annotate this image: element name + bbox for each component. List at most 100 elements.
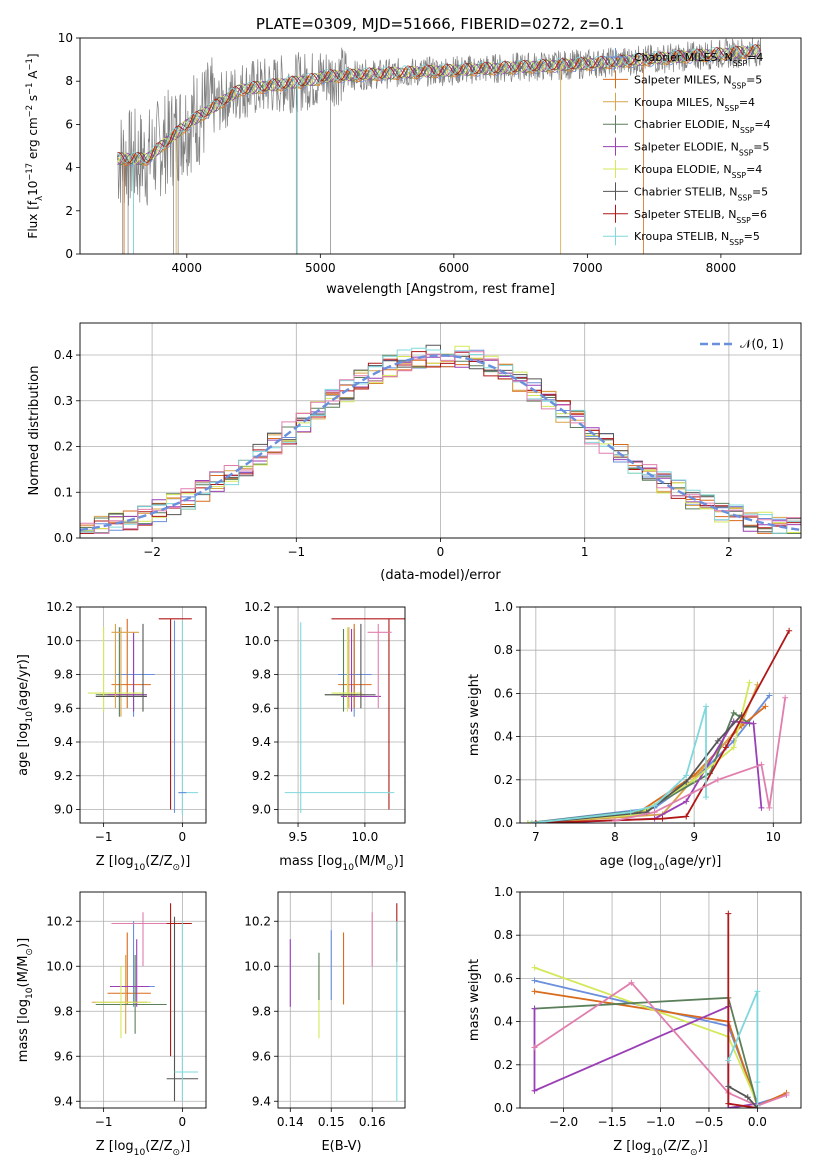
- legend-entry-part: =5: [746, 73, 762, 86]
- y-axis-label-part: )]: [16, 938, 31, 948]
- weight-marker: [683, 813, 690, 820]
- y-axis-label-part: A: [26, 70, 40, 83]
- legend-entry-part: =5: [752, 185, 768, 198]
- y-tick-label: 9.2: [252, 769, 271, 783]
- legend-entry: Kroupa MILES, NSSP=4: [634, 96, 755, 113]
- y-tick-label: 1.0: [494, 885, 513, 899]
- ebv-mass-panel: 0.14 0.15 0.16 9.4 9.6 9.8 10.0 10.2 E(B-V): [244, 891, 406, 1154]
- weight-lines: [524, 627, 793, 823]
- y-tick-label: 10.0: [244, 634, 271, 648]
- y-tick-label: 9.8: [54, 668, 73, 682]
- y-tick-label: 0: [65, 247, 73, 261]
- axes-frame: [79, 322, 802, 539]
- model-spectrum: [117, 44, 761, 164]
- y-axis-label-part: s: [26, 95, 40, 105]
- x-axis-label-part: ⊙: [173, 1148, 181, 1158]
- x-tick-label: 0: [437, 545, 445, 559]
- y-tick-label: 0.2: [494, 773, 513, 787]
- weight-marker: [703, 703, 710, 710]
- legend-entry: 𝒩(0, 1): [740, 337, 784, 351]
- weight-line: [527, 711, 751, 823]
- weight-marker: [714, 737, 721, 744]
- legend-entry-part: Chabrier MILES, N: [634, 51, 733, 64]
- y-tick-label: 9.4: [252, 1094, 271, 1108]
- axes-frame: [519, 891, 802, 1109]
- weight-marker: [627, 809, 634, 816]
- errorbars: [87, 618, 199, 815]
- legend-entry-part: Chabrier ELODIE, N: [634, 118, 740, 131]
- y-tick-label: 10.2: [46, 600, 73, 614]
- y-axis-label-part: 10: [25, 711, 35, 723]
- x-tick-label: 4000: [172, 261, 203, 275]
- weight-marker: [725, 1057, 732, 1064]
- weight-marker: [531, 988, 538, 995]
- y-tick-label: 10: [58, 31, 73, 45]
- weight-marker: [699, 766, 706, 772]
- spectrum-panel: 4000 5000 6000 7000 8000 0 2 4 6 8 10 wavelength [A…: [24, 31, 802, 297]
- weight-marker: [683, 798, 690, 805]
- weight-marker: [725, 910, 732, 917]
- y-tick-label: 0.1: [54, 485, 73, 499]
- y-tick-label: 9.6: [252, 701, 271, 715]
- x-tick-label: 7: [532, 830, 540, 844]
- weight-marker: [762, 703, 769, 710]
- weight-line: [727, 991, 759, 1106]
- axes-frame: [79, 606, 207, 824]
- x-axis-label-part: (M/M: [354, 854, 386, 869]
- x-tick-label: 6000: [439, 261, 470, 275]
- weight-line: [531, 706, 707, 823]
- y-tick-label: 9.2: [54, 769, 73, 783]
- legend-entry-part: Salpeter MILES, N: [634, 73, 732, 86]
- x-axis-label: Z [log10(Z/Z⊙)]: [96, 854, 191, 873]
- x-tick-label: −2: [143, 545, 161, 559]
- weight-marker: [744, 1094, 751, 1101]
- x-axis-label-part: age (log: [600, 854, 653, 869]
- x-axis-label-part: 10: [651, 1148, 663, 1158]
- y-tick-label: 10.2: [244, 600, 271, 614]
- legend-entry-part: =4: [746, 163, 762, 176]
- residuals-panel: −2 −1 0 1 2 0.0 0.1 0.2 0.3 0.4 (data-model)/error…: [27, 322, 802, 583]
- x-axis-label-part: Z [log: [96, 1139, 134, 1154]
- x-axis-label-part: (Z/Z: [145, 854, 172, 869]
- y-axis-label-part: (age/yr)]: [16, 654, 31, 711]
- y-tick-label: 4: [65, 161, 73, 175]
- legend-entry: Salpeter MILES, NSSP=5: [634, 73, 762, 90]
- x-axis-label-part: Z [log: [96, 854, 134, 869]
- weight-marker: [703, 794, 710, 801]
- histogram-step: [80, 347, 801, 534]
- weight-line: [535, 684, 759, 823]
- weight-marker: [754, 988, 761, 995]
- y-tick-label: 10.2: [244, 914, 271, 928]
- y-tick-label: 1.0: [494, 600, 513, 614]
- x-tick-label: 9: [690, 830, 698, 844]
- x-axis-label-part: ⊙: [690, 1148, 698, 1158]
- x-tick-label: 0.0: [748, 1115, 767, 1129]
- y-axis-label-part: 10: [25, 987, 35, 999]
- legend-entry: Salpeter ELODIE, NSSP=5: [634, 141, 770, 158]
- x-tick-label: −1: [95, 1115, 113, 1129]
- weight-marker: [531, 977, 538, 984]
- legend-entry-part: Salpeter STELIB, N: [634, 208, 736, 221]
- x-tick-label: 2: [725, 545, 733, 559]
- legend-entry-part: SSP: [733, 59, 748, 68]
- legend-entry: Chabrier MILES, NSSP=4: [634, 51, 763, 68]
- weight-line: [534, 996, 759, 1107]
- y-tick-label: 10.0: [46, 959, 73, 973]
- legend-entry-part: Kroupa ELODIE, N: [634, 163, 732, 176]
- y-tick-label: 9.0: [252, 803, 271, 817]
- weight-marker: [691, 776, 698, 783]
- legend-entry: Kroupa STELIB, NSSP=5: [634, 230, 760, 247]
- weight-marker: [531, 1044, 538, 1051]
- y-axis-label-part: age [log: [16, 723, 31, 776]
- y-tick-label: 10.0: [46, 634, 73, 648]
- legend-entry: Chabrier STELIB, NSSP=5: [634, 185, 768, 202]
- x-tick-label: −0.5: [694, 1115, 723, 1129]
- weight-marker: [659, 815, 666, 822]
- x-tick-label: 0.16: [359, 1115, 386, 1129]
- y-tick-label: 9.8: [252, 1004, 271, 1018]
- weight-marker: [786, 627, 793, 634]
- legend-entry-part: Kroupa STELIB, N: [634, 230, 729, 243]
- weight-marker: [725, 1083, 732, 1090]
- y-tick-label: 0.0: [494, 1101, 513, 1115]
- x-axis-label: wavelength [Angstrom, rest frame]: [326, 282, 555, 297]
